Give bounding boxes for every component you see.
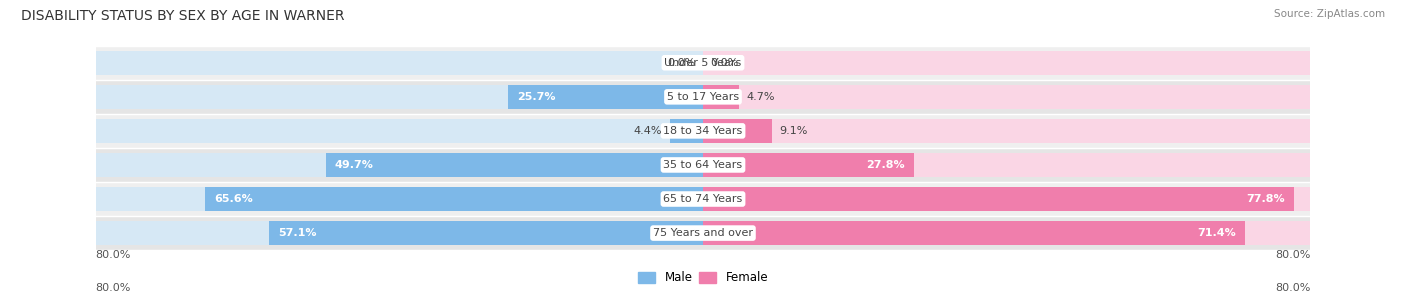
Bar — [703, 119, 1310, 143]
Bar — [96, 221, 703, 245]
Text: 49.7%: 49.7% — [335, 160, 374, 170]
Bar — [669, 119, 703, 143]
Bar — [205, 187, 703, 211]
Bar — [703, 84, 1310, 109]
Bar — [96, 119, 703, 143]
Text: DISABILITY STATUS BY SEX BY AGE IN WARNER: DISABILITY STATUS BY SEX BY AGE IN WARNE… — [21, 9, 344, 23]
Text: 77.8%: 77.8% — [1246, 194, 1285, 204]
Bar — [96, 148, 1310, 182]
Text: 35 to 64 Years: 35 to 64 Years — [664, 160, 742, 170]
Bar — [703, 153, 1310, 177]
Text: 0.0%: 0.0% — [710, 58, 738, 68]
Bar — [703, 119, 772, 143]
Text: 75 Years and over: 75 Years and over — [652, 228, 754, 238]
Text: 80.0%: 80.0% — [1275, 283, 1310, 293]
Bar — [96, 114, 1310, 148]
Bar — [96, 216, 1310, 250]
Text: 25.7%: 25.7% — [517, 92, 555, 102]
Bar — [96, 153, 703, 177]
Bar — [326, 153, 703, 177]
Text: 80.0%: 80.0% — [96, 283, 131, 293]
Text: 4.7%: 4.7% — [747, 92, 775, 102]
Text: 80.0%: 80.0% — [1275, 250, 1310, 260]
Text: 4.4%: 4.4% — [634, 126, 662, 136]
Text: 18 to 34 Years: 18 to 34 Years — [664, 126, 742, 136]
Bar — [96, 46, 1310, 80]
Text: Source: ZipAtlas.com: Source: ZipAtlas.com — [1274, 9, 1385, 19]
Bar — [703, 51, 1310, 75]
Bar — [270, 221, 703, 245]
Text: 65 to 74 Years: 65 to 74 Years — [664, 194, 742, 204]
Bar — [703, 153, 914, 177]
Legend: Male, Female: Male, Female — [633, 267, 773, 289]
Bar — [96, 84, 703, 109]
Bar — [703, 84, 738, 109]
Text: 27.8%: 27.8% — [866, 160, 905, 170]
Text: 0.0%: 0.0% — [668, 58, 696, 68]
Text: 57.1%: 57.1% — [278, 228, 318, 238]
Bar — [703, 221, 1246, 245]
Bar — [96, 187, 703, 211]
Bar — [96, 51, 703, 75]
Bar — [96, 182, 1310, 216]
Bar — [703, 187, 1294, 211]
Text: 80.0%: 80.0% — [96, 250, 131, 260]
Text: 9.1%: 9.1% — [780, 126, 808, 136]
Bar — [703, 187, 1310, 211]
Text: 71.4%: 71.4% — [1198, 228, 1236, 238]
Bar — [96, 80, 1310, 114]
Text: Under 5 Years: Under 5 Years — [665, 58, 741, 68]
Bar — [703, 221, 1310, 245]
Text: 65.6%: 65.6% — [214, 194, 253, 204]
Bar — [508, 84, 703, 109]
Text: 5 to 17 Years: 5 to 17 Years — [666, 92, 740, 102]
